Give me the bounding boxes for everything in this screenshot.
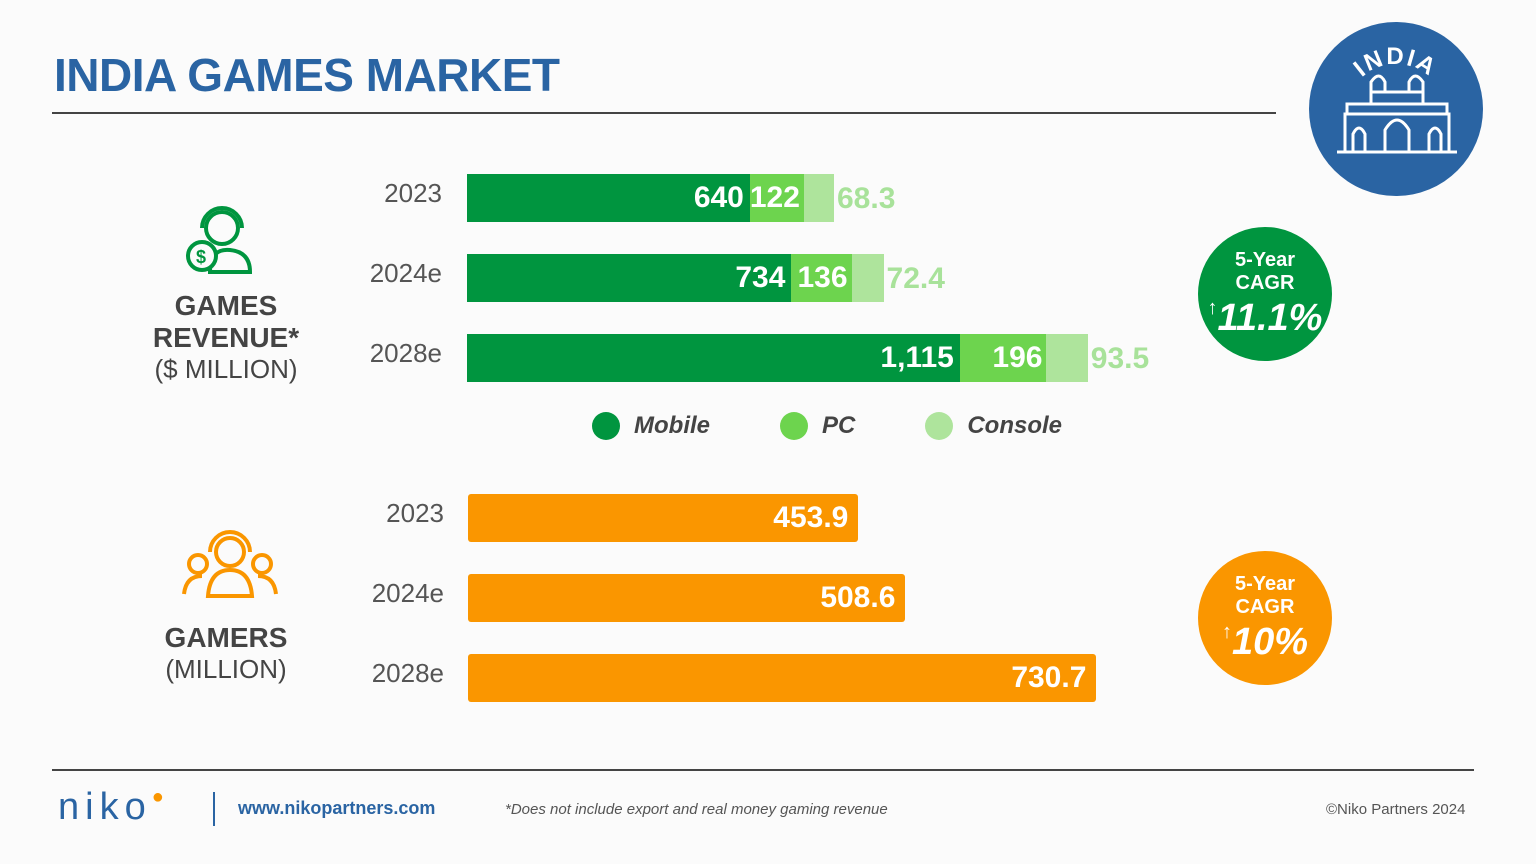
legend: Mobile PC Console: [592, 412, 1062, 440]
year-label: 2028e: [369, 338, 442, 368]
bar-mobile: 1,115: [467, 334, 960, 382]
footer-divider: [213, 792, 215, 826]
niko-logo: niko●: [58, 786, 170, 829]
cagr-value: 11.1%: [1217, 297, 1323, 339]
bar-console: [1046, 334, 1088, 382]
india-badge-text: INDIA: [1349, 43, 1440, 82]
legend-label: Console: [967, 412, 1063, 439]
bar-gamers: 453.9: [468, 494, 859, 542]
bar-pc: 122: [749, 174, 804, 222]
cagr-line1: 5-Year: [1234, 573, 1296, 595]
legend-swatch: [592, 412, 620, 440]
legend-item-mobile: Mobile: [592, 412, 710, 440]
logo-text: niko: [58, 786, 152, 828]
legend-item-console: Console: [925, 412, 1062, 440]
revenue-label: GAMES REVENUE* ($ MILLION): [106, 290, 346, 385]
website-link[interactable]: www.nikopartners.com: [238, 798, 436, 818]
india-badge: INDIA: [1309, 22, 1483, 196]
bar-pc: 196: [959, 334, 1047, 382]
legend-label: PC: [822, 412, 856, 439]
data-label-console: 93.5: [1090, 342, 1150, 375]
gamers-group-icon: [180, 530, 280, 607]
data-label-console: 68.3: [836, 182, 896, 215]
year-label: 2023: [386, 498, 444, 528]
cagr-line1: 5-Year: [1234, 249, 1296, 271]
arrow-up-icon: ↑: [1221, 621, 1232, 643]
legend-label: Mobile: [634, 412, 710, 439]
svg-text:INDIA: INDIA: [1349, 43, 1442, 82]
legend-swatch: [780, 412, 808, 440]
gamers-title: GAMERS: [164, 622, 288, 653]
footnote: *Does not include export and real money …: [505, 801, 888, 818]
divider: [52, 112, 1276, 114]
bar-mobile: 640: [467, 174, 750, 222]
arrow-up-icon: ↑: [1207, 297, 1218, 319]
year-label: 2023: [384, 178, 442, 208]
bar-gamers: 508.6: [468, 574, 906, 622]
gamers-unit: (MILLION): [165, 654, 287, 684]
bar-console: [803, 174, 834, 222]
bar-console: [851, 254, 884, 302]
legend-item-pc: PC: [780, 412, 855, 440]
cagr-line2: CAGR: [1235, 596, 1295, 618]
revenue-title: GAMES REVENUE*: [152, 290, 300, 353]
bar-mobile: 734: [467, 254, 792, 302]
page-title: INDIA GAMES MARKET: [54, 49, 560, 101]
cagr-line2: CAGR: [1235, 272, 1295, 294]
year-label: 2024e: [371, 578, 444, 608]
year-label: 2028e: [371, 658, 444, 688]
revenue-unit: ($ MILLION): [154, 354, 298, 384]
data-label-console: 72.4: [886, 262, 945, 295]
copyright: ©Niko Partners 2024: [1326, 801, 1466, 818]
cagr-value: 10%: [1231, 621, 1309, 663]
legend-swatch: [925, 412, 954, 440]
year-label: 2024e: [369, 258, 442, 288]
gamers-cagr-badge: 5-Year CAGR ↑10%: [1198, 551, 1332, 685]
revenue-cagr-badge: 5-Year CAGR ↑11.1%: [1198, 227, 1332, 361]
bar-pc: 136: [791, 254, 852, 302]
gamers-label: GAMERS (MILLION): [106, 622, 346, 685]
gateway-of-india-icon: INDIA: [1337, 43, 1457, 154]
gamer-headset-dollar-icon: $: [180, 200, 256, 281]
divider: [52, 769, 1474, 771]
logo-dot: ●: [151, 786, 170, 808]
svg-text:$: $: [196, 247, 206, 267]
bar-gamers: 730.7: [468, 654, 1097, 702]
